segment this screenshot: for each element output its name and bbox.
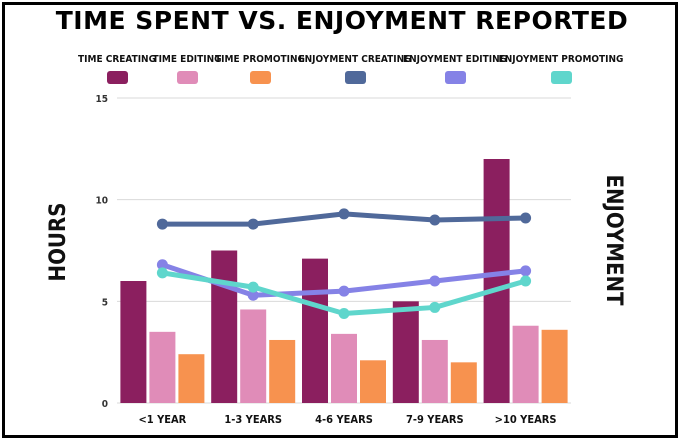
y-tick-label: 15 xyxy=(95,94,108,105)
point-enjoyment-promoting xyxy=(429,301,441,313)
bar-time-creating-1-year xyxy=(120,281,147,403)
point-enjoyment-editing xyxy=(520,265,532,277)
legend-item-time-creating: TIME CREATING xyxy=(78,54,156,84)
legend-label: TIME CREATING xyxy=(78,54,156,65)
point-enjoyment-editing xyxy=(247,289,259,301)
point-enjoyment-promoting xyxy=(520,275,532,287)
bar-time-creating-7-9-years xyxy=(392,301,419,403)
x-tick-label: 4-6 YEARS xyxy=(315,413,373,426)
bar-time-promoting-4-6-years xyxy=(360,360,386,403)
legend-label: TIME PROMOTING xyxy=(215,54,305,65)
legend-swatch xyxy=(107,71,128,84)
point-enjoyment-promoting xyxy=(247,281,259,293)
x-tick-label: 1-3 YEARS xyxy=(224,413,282,426)
x-axis-labels: <1 YEAR 1-3 YEARS 4-6 YEARS 7-9 YEARS >10 YE… xyxy=(138,413,556,426)
bar-time-editing-4-6-years xyxy=(331,333,357,403)
legend-swatch xyxy=(345,71,366,84)
legend-label: ENJOYMENT CREATING xyxy=(299,54,412,65)
y-axis-ticks: 0 5 10 15 xyxy=(95,94,108,410)
bar-time-creating-10-years xyxy=(483,159,510,403)
legend-item-enjoyment-creating: ENJOYMENT CREATING xyxy=(299,54,412,84)
point-enjoyment-editing xyxy=(156,259,168,271)
bar-time-promoting-1-3-years xyxy=(269,339,296,403)
bar-time-editing-1-year xyxy=(149,331,176,403)
bars xyxy=(120,159,568,403)
bar-time-editing-7-9-years xyxy=(421,339,448,403)
bar-time-promoting-1-year xyxy=(178,354,205,403)
bar-time-editing-1-3-years xyxy=(240,309,267,403)
point-enjoyment-editing xyxy=(338,285,350,297)
lines xyxy=(156,208,532,320)
y-tick-label: 5 xyxy=(102,297,108,308)
y-tick-label: 10 xyxy=(95,196,108,207)
point-enjoyment-creating xyxy=(156,218,168,230)
chart-title: TIME SPENT VS. ENJOYMENT REPORTED xyxy=(55,6,629,35)
x-tick-label: <1 YEAR xyxy=(138,413,186,426)
point-enjoyment-creating xyxy=(247,218,259,230)
bar-time-creating-1-3-years xyxy=(211,250,238,403)
bar-time-promoting-7-9-years xyxy=(450,362,477,403)
point-enjoyment-promoting xyxy=(338,308,350,320)
point-enjoyment-creating xyxy=(429,214,441,226)
legend-item-time-promoting: TIME PROMOTING xyxy=(215,54,305,84)
point-enjoyment-creating xyxy=(520,212,532,224)
legend-item-enjoyment-editing: ENJOYMENT EDITING xyxy=(403,54,507,84)
legend-swatch xyxy=(177,71,198,84)
y-axis-title: HOURS xyxy=(46,203,71,282)
x-tick-label: 7-9 YEARS xyxy=(406,413,464,426)
bar-time-promoting-10-years xyxy=(541,329,568,403)
bar-time-editing-10-years xyxy=(512,325,539,403)
legend-item-time-editing: TIME EDITING xyxy=(152,54,222,84)
y2-axis-title: ENJOYMENT xyxy=(601,174,626,306)
y-tick-label: 0 xyxy=(102,399,108,410)
legend-label: ENJOYMENT PROMOTING xyxy=(499,54,624,65)
legend-label: TIME EDITING xyxy=(152,54,221,65)
x-tick-label: >10 YEARS xyxy=(495,413,557,426)
legend-swatch xyxy=(445,71,466,84)
legend-label: ENJOYMENT EDITING xyxy=(403,54,507,65)
legend-item-enjoyment-promoting: ENJOYMENT PROMOTING xyxy=(499,54,624,84)
legend-swatch xyxy=(551,71,572,84)
legend-swatch xyxy=(250,71,271,84)
bar-time-creating-4-6-years xyxy=(302,258,328,403)
point-enjoyment-promoting xyxy=(156,267,168,279)
point-enjoyment-editing xyxy=(429,275,441,287)
point-enjoyment-creating xyxy=(338,208,350,220)
